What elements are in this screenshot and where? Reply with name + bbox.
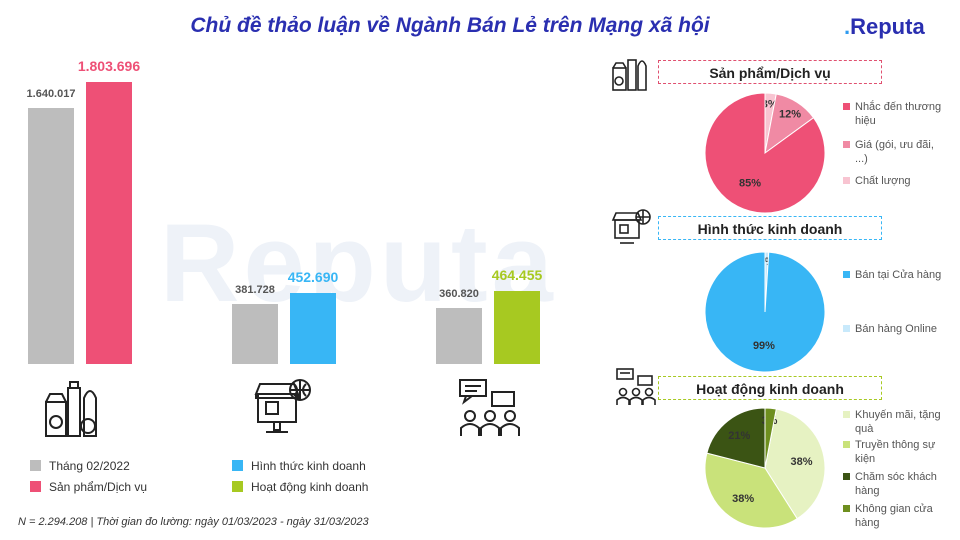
pie-legend-item: Không gian cửa hàng	[843, 502, 943, 530]
pie-legend-swatch	[843, 441, 850, 448]
meeting-icon	[616, 368, 656, 405]
legend-swatch	[232, 460, 243, 471]
pie-legend-item: Bán tại Cửa hàng	[843, 268, 943, 282]
legend-label: Hoạt động kinh doanh	[251, 480, 369, 494]
legend-label: Tháng 02/2022	[49, 459, 130, 473]
footer-note: N = 2.294.208 | Thời gian đo lường: ngày…	[18, 516, 369, 528]
pie-legend-item: Giá (gói, ưu đãi, ...)	[843, 138, 943, 166]
pie-legend-swatch	[843, 271, 850, 278]
bar-san-pham-dich-vu-thang-02-2022	[28, 107, 74, 364]
legend-swatch	[30, 460, 41, 471]
pie-slice-label: 85%	[739, 177, 761, 189]
online-store-icon	[254, 379, 311, 433]
pie-slice-hoat-dong-kinh-doanh-1	[704, 452, 798, 529]
logo-dot: .	[844, 14, 851, 39]
pie-legend-swatch	[843, 141, 850, 148]
pie-legend-label: Giá (gói, ưu đãi, ...)	[855, 139, 934, 165]
products-icon	[612, 59, 647, 91]
pie-slice-san-pham-dich-vu-0	[704, 92, 826, 214]
business-meeting-icon	[459, 379, 520, 436]
bar-san-pham-dich-vu-current	[86, 82, 132, 364]
pie-legend-item: Chăm sóc khách hàng	[843, 470, 943, 498]
pie-legend-label: Truyền thông sự kiện	[855, 439, 936, 465]
legend-item-san-pham-dich-vu: Sản phẩm/Dịch vụ	[30, 480, 147, 494]
pie-slice-hoat-dong-kinh-doanh-2	[706, 407, 766, 469]
pie-legend-label: Khuyến mãi, tặng quà	[855, 409, 941, 435]
pie-slice-label: 12%	[779, 108, 801, 120]
legend-item-hoat-dong-kinh-doanh: Hoạt động kinh doanh	[232, 480, 368, 494]
bar-value-label: 452.690	[287, 269, 339, 286]
pie-legend-label: Bán hàng Online	[855, 323, 937, 335]
pie-legend-item: Bán hàng Online	[843, 322, 943, 336]
bar-value-label: 1.803.696	[77, 58, 141, 74]
pie-legend-swatch	[843, 325, 850, 332]
reputa-logo: .Reputa	[844, 14, 925, 40]
pie-legend-swatch	[843, 411, 850, 418]
bar-value-label: 464.455	[491, 267, 543, 284]
bar-value-label: 381.728	[235, 284, 275, 297]
pie-legend-label: Chất lượng	[855, 175, 911, 187]
bar-hinh-thuc-kinh-doanh-current	[290, 293, 336, 364]
pie-legend-label: Không gian cửa hàng	[855, 503, 933, 529]
pie-legend-swatch	[843, 103, 850, 110]
pie-legend-item: Khuyến mãi, tặng quà	[843, 408, 943, 436]
legend-item-thang-02-2022: Tháng 02/2022	[30, 459, 130, 473]
store-globe-icon	[611, 209, 651, 244]
pie-legend-swatch	[843, 505, 850, 512]
pie-legend-label: Bán tại Cửa hàng	[855, 269, 942, 281]
pie-legend-item: Chất lượng	[843, 174, 943, 188]
bar-value-label: 1.640.017	[26, 87, 76, 100]
bar-hoat-dong-kinh-doanh-current	[494, 291, 540, 364]
pie-slice-label: 38%	[732, 493, 754, 505]
chart-title: Chủ đề thảo luận về Ngành Bán Lẻ trên Mạ…	[190, 14, 710, 37]
pie-slice-label: 99%	[753, 340, 775, 352]
pie-legend-item: Truyền thông sự kiện	[843, 438, 943, 466]
pie-slice-hinh-thuc-kinh-doanh-0	[704, 251, 826, 373]
pie-legend-item: Nhắc đến thương hiệu	[843, 100, 943, 128]
pie-legend-swatch	[843, 473, 850, 480]
bar-value-label: 360.820	[439, 287, 479, 300]
legend-item-hinh-thuc-kinh-doanh: Hình thức kinh doanh	[232, 459, 366, 473]
pie-title-hinh-thuc-kinh-doanh: Hình thức kinh doanh	[658, 216, 882, 240]
legend-swatch	[232, 481, 243, 492]
pie-legend-label: Nhắc đến thương hiệu	[855, 101, 942, 127]
pie-legend-swatch	[843, 177, 850, 184]
pie-title-hoat-dong-kinh-doanh: Hoạt động kinh doanh	[658, 376, 882, 400]
pie-slice-label: 21%	[728, 430, 750, 442]
legend-label: Hình thức kinh doanh	[251, 459, 366, 473]
legend-label: Sản phẩm/Dịch vụ	[49, 480, 148, 494]
pie-slice-hoat-dong-kinh-doanh-3	[764, 407, 777, 469]
pie-slice-label: 38%	[791, 456, 813, 468]
pie-legend-label: Chăm sóc khách hàng	[855, 471, 937, 497]
bar-hoat-dong-kinh-doanh-thang-02-2022	[436, 307, 482, 364]
bar-hinh-thuc-kinh-doanh-thang-02-2022	[232, 304, 278, 364]
logo-text: Reputa	[850, 14, 925, 39]
grocery-products-icon	[45, 381, 97, 437]
pie-title-san-pham-dich-vu: Sản phẩm/Dịch vụ	[658, 60, 882, 84]
legend-swatch	[30, 481, 41, 492]
